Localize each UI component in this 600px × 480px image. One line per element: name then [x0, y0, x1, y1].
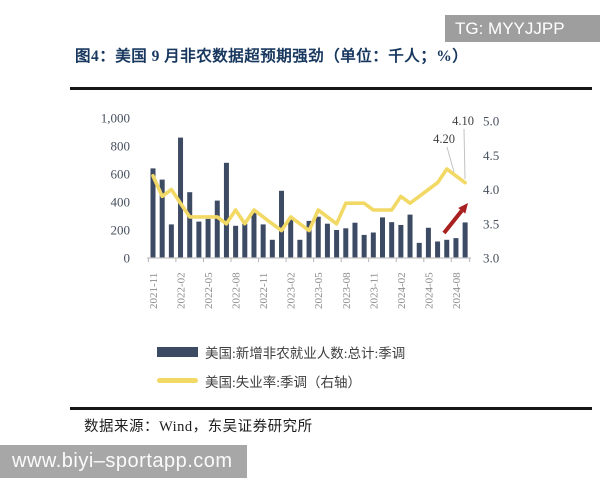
bar-2023-07 — [334, 230, 340, 258]
bar-2023-10 — [361, 234, 367, 258]
trend-arrow-shaft — [442, 209, 464, 235]
unemployment-rate-line — [151, 167, 467, 233]
legend-line-label: 美国:失业率:季调（右轴） — [205, 374, 362, 390]
bar-2024-08 — [453, 238, 459, 258]
bar-2021-12 — [159, 179, 165, 258]
bar-2023-08 — [343, 228, 349, 258]
left-axis-tick: 1,000 — [101, 111, 130, 126]
bar-2022-02 — [178, 137, 184, 258]
bar-2023-11 — [370, 232, 376, 258]
bar-2022-08 — [233, 225, 239, 258]
bar-2024-01 — [389, 222, 395, 258]
bar-2022-10 — [251, 210, 257, 258]
legend-item-payrolls: 美国:新增非农就业人数:总计:季调 — [157, 344, 406, 361]
legend-bar-label: 美国:新增非农就业人数:总计:季调 — [205, 345, 406, 361]
figure-title: 图4：美国 9 月非农数据超预期强劲（单位：千人；%） — [75, 48, 469, 65]
bar-2022-03 — [187, 192, 193, 258]
bar-2022-05 — [205, 218, 211, 258]
line-series-swatch — [157, 378, 198, 383]
bar-2024-09 — [462, 222, 468, 258]
bar-2024-06 — [435, 241, 441, 258]
bar-2021-11 — [150, 168, 156, 258]
annotation-4.20: 4.20 — [433, 132, 455, 146]
right-axis-tick: 3.0 — [483, 251, 499, 266]
left-axis-tick: 400 — [111, 195, 131, 210]
left-axis-tick: 200 — [111, 223, 131, 238]
right-axis-tick: 5.0 — [483, 114, 499, 129]
bar-series-swatch — [157, 346, 198, 357]
x-tick-label: 2024-05 — [423, 272, 435, 309]
bar-2022-09 — [242, 223, 248, 258]
trend-arrow-head — [458, 203, 468, 214]
bar-2023-03 — [297, 239, 303, 258]
bar-2024-02 — [398, 224, 404, 258]
x-tick-label: 2021-11 — [148, 273, 160, 309]
chart-legend: 美国:新增非农就业人数:总计:季调 美国:失业率:季调（右轴） — [157, 344, 405, 402]
annotation-4.10: 4.10 — [452, 114, 474, 128]
bar-2022-11 — [260, 224, 266, 258]
right-axis-tick: 4.5 — [483, 148, 499, 163]
bar-2024-04 — [416, 242, 422, 258]
right-axis-tick: 3.5 — [483, 216, 499, 231]
bar-2024-07 — [444, 239, 450, 258]
x-tick-label: 2024-08 — [451, 272, 463, 309]
bar-2024-03 — [407, 214, 413, 258]
bar-2023-02 — [288, 218, 294, 258]
top-divider — [70, 87, 592, 90]
x-tick-label: 2023-08 — [341, 272, 353, 309]
bar-2023-09 — [352, 222, 358, 258]
left-axis-tick: 0 — [124, 251, 131, 266]
x-tick-label: 2022-05 — [203, 272, 215, 309]
right-axis-tick: 4.0 — [483, 182, 499, 197]
bar-2023-05 — [315, 216, 321, 258]
tg-channel-banner: TG: MYYJJPP — [445, 15, 600, 42]
bar-2022-06 — [214, 200, 220, 258]
x-tick-label: 2022-02 — [176, 272, 188, 309]
x-tick-label: 2023-05 — [313, 272, 325, 309]
watermark-banner: www.biyi–sportapp.com — [0, 445, 247, 478]
bar-2023-12 — [380, 217, 385, 258]
bar-2023-04 — [306, 220, 312, 258]
bar-2023-06 — [324, 223, 330, 258]
bar-2022-04 — [196, 221, 202, 258]
bar-2022-07 — [223, 162, 229, 258]
x-tick-label: 2022-11 — [258, 273, 270, 309]
x-tick-label: 2022-08 — [231, 272, 243, 309]
bar-2022-01 — [168, 224, 174, 258]
left-axis-tick: 800 — [111, 139, 131, 154]
bar-2023-01 — [279, 190, 285, 258]
bar-2022-12 — [269, 239, 275, 258]
bar-2024-05 — [425, 227, 431, 258]
data-source-note: 数据来源：Wind，东吴证券研究所 — [84, 419, 313, 435]
x-tick-label: 2024-02 — [396, 272, 408, 309]
legend-item-unemployment: 美国:失业率:季调（右轴） — [157, 373, 405, 390]
x-tick-label: 2023-11 — [368, 273, 380, 309]
left-axis-tick: 600 — [111, 167, 131, 182]
x-tick-label: 2023-02 — [286, 272, 298, 309]
bottom-divider — [70, 407, 592, 410]
